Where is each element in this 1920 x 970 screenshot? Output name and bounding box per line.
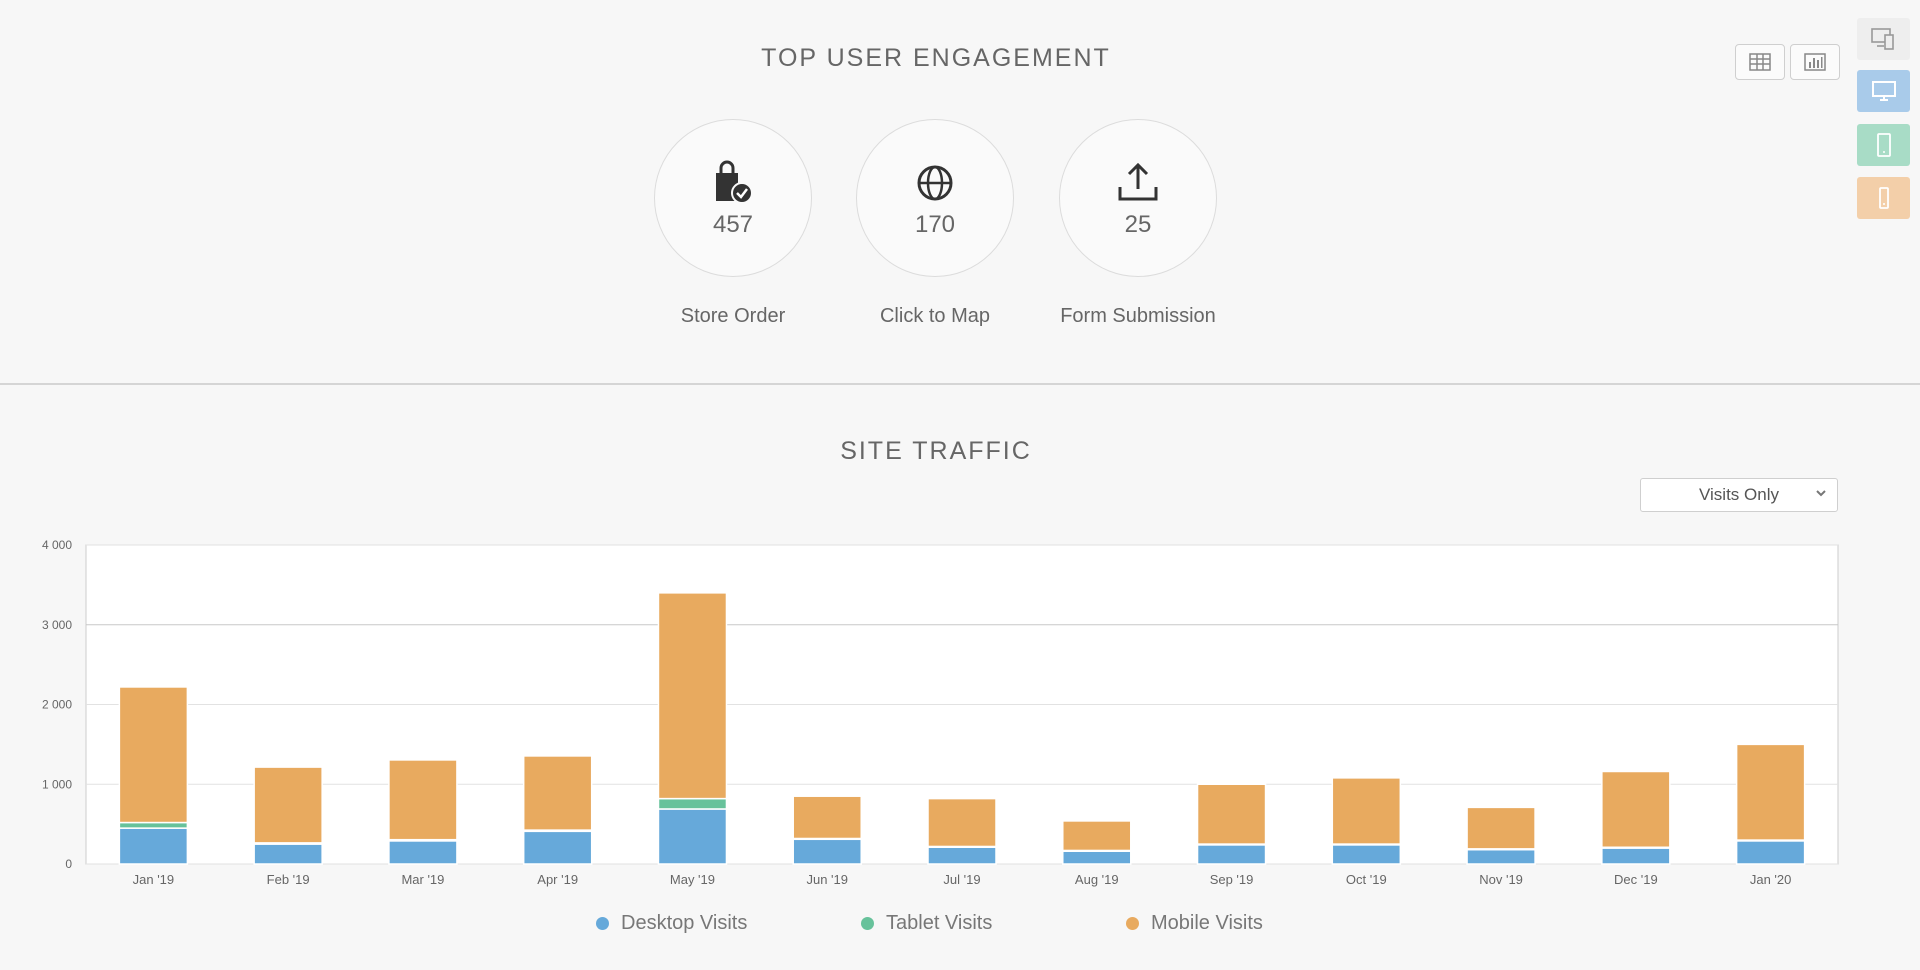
bar-segment: [118, 686, 189, 824]
x-tick-label: Nov '19: [1479, 872, 1523, 887]
bar-segment: [1466, 848, 1536, 865]
bar-segment: [1196, 844, 1267, 865]
bar-segment: [118, 827, 189, 865]
table-icon: [1749, 53, 1771, 71]
metric-value: 457: [712, 211, 754, 238]
metric-value: 25: [1124, 211, 1152, 238]
x-tick-label: Jul '19: [943, 872, 980, 887]
x-tick-label: Jun '19: [806, 872, 848, 887]
desktop-icon: [1871, 81, 1896, 101]
legend-dot: [596, 917, 609, 930]
bar-segment: [522, 830, 593, 865]
x-tick-label: Aug '19: [1075, 872, 1119, 887]
dropdown-selected: Visits Only: [1699, 485, 1779, 504]
legend-dot: [861, 917, 874, 930]
mobile-icon: [1878, 187, 1889, 209]
all-devices-icon: [1870, 28, 1894, 50]
legend-item-tablet[interactable]: Tablet Visits: [861, 912, 992, 935]
y-tick-label: 2 000: [42, 698, 72, 712]
bar-segment: [1466, 806, 1536, 850]
bar-segment: [792, 838, 862, 865]
legend-label: Tablet Visits: [886, 912, 993, 934]
y-tick-label: 1 000: [42, 777, 72, 791]
chart-view-button[interactable]: [1790, 44, 1840, 80]
legend-label: Mobile Visits: [1151, 912, 1263, 934]
metric-value: 170: [914, 211, 956, 238]
x-tick-label: Sep '19: [1210, 872, 1254, 887]
x-tick-label: Mar '19: [401, 872, 444, 887]
metric-label: Store Order: [680, 305, 786, 327]
x-tick-label: Dec '19: [1614, 872, 1658, 887]
metric-store-order: 457 Store Order: [653, 119, 813, 328]
x-tick-label: Oct '19: [1346, 872, 1387, 887]
bar-segment: [1331, 844, 1402, 865]
metric-label: Click to Map: [879, 305, 991, 327]
metric-form-submission: 25 Form Submission: [1058, 119, 1218, 328]
all-devices-filter[interactable]: [1857, 18, 1910, 60]
bar-segment: [1735, 743, 1806, 841]
bar-segment: [1601, 770, 1671, 849]
y-tick-label: 0: [65, 857, 72, 871]
desktop-filter[interactable]: [1857, 70, 1910, 112]
tablet-filter[interactable]: [1857, 124, 1910, 166]
bar-segment: [388, 759, 458, 841]
bar-segment: [927, 846, 997, 865]
bar-segment: [253, 766, 323, 844]
y-tick-label: 3 000: [42, 618, 72, 632]
bar-segment: [1196, 783, 1267, 845]
bar-segment: [792, 795, 862, 840]
bar-segment: [927, 797, 997, 848]
section-divider: [0, 383, 1920, 385]
bar-segment: [1331, 777, 1402, 845]
bar-segment: [1062, 820, 1132, 852]
bar-chart-icon: [1804, 53, 1826, 71]
legend-item-mobile[interactable]: Mobile Visits: [1126, 912, 1263, 935]
y-tick-label: 4 000: [42, 538, 72, 552]
bar-segment: [1735, 840, 1806, 865]
shopping-bag-check-icon: [716, 160, 753, 204]
upload-icon: [1118, 162, 1158, 201]
globe-icon: [917, 165, 953, 201]
metric-circle: 457: [654, 119, 812, 277]
bar-segment: [1062, 850, 1132, 865]
bar-segment: [388, 840, 458, 865]
bar-segment: [657, 808, 728, 865]
metric-circle: 25: [1059, 119, 1217, 277]
bar-segment: [522, 755, 593, 831]
legend-label: Desktop Visits: [621, 912, 748, 934]
table-view-button[interactable]: [1735, 44, 1785, 80]
x-tick-label: Jan '20: [1750, 872, 1792, 887]
x-tick-label: May '19: [670, 872, 715, 887]
legend-dot: [1126, 917, 1139, 930]
metric-circle: 170: [856, 119, 1014, 277]
x-tick-label: Feb '19: [267, 872, 310, 887]
bar-segment: [657, 797, 728, 810]
bar-segment: [657, 592, 728, 800]
bar-segment: [118, 821, 189, 829]
metric-click-to-map: 170 Click to Map: [855, 119, 1015, 328]
mobile-filter[interactable]: [1857, 177, 1910, 219]
metric-label: Form Submission: [1060, 305, 1216, 327]
x-tick-label: Apr '19: [537, 872, 578, 887]
bar-segment: [1601, 847, 1671, 865]
tablet-icon: [1876, 133, 1891, 157]
bar-segment: [253, 843, 323, 865]
x-tick-label: Jan '19: [133, 872, 175, 887]
visits-filter-dropdown[interactable]: Visits Only: [1640, 478, 1838, 512]
site-traffic-chart: 0 1 000 2 000 3 000 4 000 Jan '19 Feb '19 Mar '…: [42, 538, 1839, 887]
engagement-title: TOP USER ENGAGEMENT: [761, 44, 1111, 72]
legend-item-desktop[interactable]: Desktop Visits: [596, 912, 747, 935]
chevron-down-icon: [1816, 490, 1826, 497]
traffic-title: SITE TRAFFIC: [840, 437, 1032, 465]
